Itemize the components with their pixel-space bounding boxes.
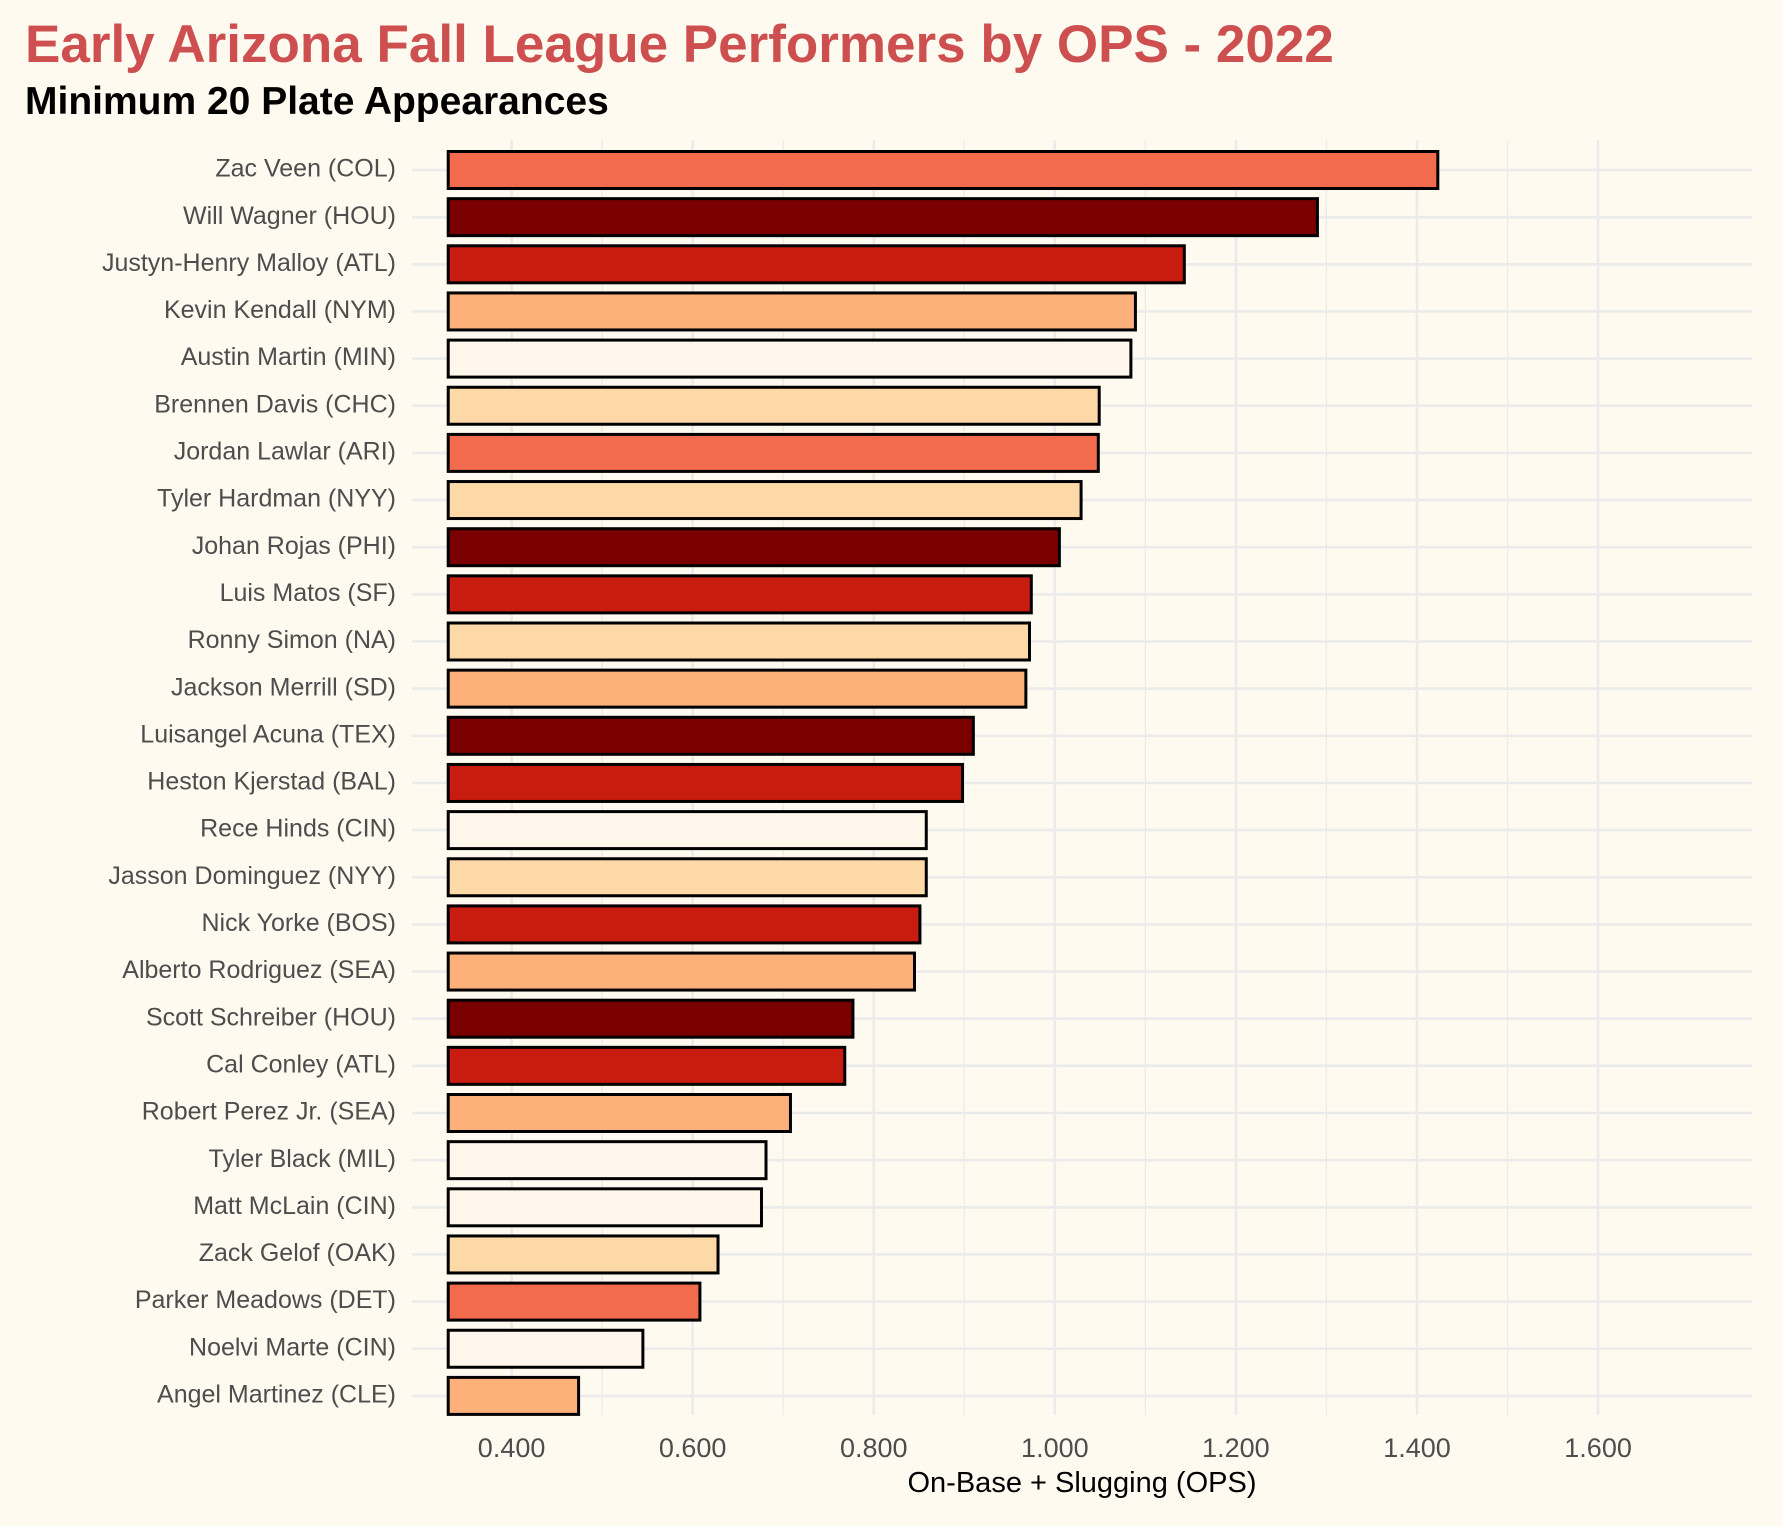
bar — [446, 810, 928, 851]
x-tick-label: 1.000 — [1021, 1433, 1089, 1463]
bar — [446, 1187, 763, 1228]
x-tick-labels: 0.400 0.600 0.800 1.000 1.200 1.400 1.600 — [478, 1433, 1632, 1463]
category-label: Noelvi Marte (CIN) — [189, 1333, 396, 1361]
bar — [446, 244, 1186, 285]
category-label: Cal Conley (ATL) — [206, 1050, 396, 1078]
category-label: Johan Rojas (PHI) — [192, 532, 396, 560]
bar — [446, 762, 964, 803]
category-label: Jackson Merrill (SD) — [171, 673, 396, 701]
category-label: Nick Yorke (BOS) — [201, 909, 396, 937]
category-label: Austin Martin (MIN) — [181, 343, 396, 371]
x-axis-title: On-Base + Slugging (OPS) — [908, 1467, 1257, 1499]
category-label: Robert Perez Jr. (SEA) — [142, 1098, 396, 1126]
category-label: Tyler Black (MIL) — [208, 1145, 396, 1173]
bar — [446, 480, 1083, 521]
bar — [446, 904, 922, 945]
category-label: Ronny Simon (NA) — [188, 626, 396, 654]
x-tick-label: 1.600 — [1564, 1433, 1632, 1463]
category-label: Luis Matos (SF) — [220, 579, 396, 607]
bar — [446, 574, 1033, 615]
x-tick-label: 0.600 — [659, 1433, 727, 1463]
bar — [446, 338, 1133, 379]
category-label: Heston Kjerstad (BAL) — [147, 768, 396, 796]
bar — [446, 432, 1100, 473]
category-label: Zac Veen (COL) — [215, 155, 396, 183]
category-label: Tyler Hardman (NYY) — [157, 485, 396, 513]
bar — [446, 1045, 847, 1086]
x-tick-label: 0.800 — [840, 1433, 908, 1463]
bar — [446, 1281, 702, 1322]
bar — [446, 1093, 792, 1133]
bar — [446, 197, 1319, 238]
category-label: Zack Gelof (OAK) — [199, 1239, 396, 1267]
chart-subtitle: Minimum 20 Plate Appearances — [25, 80, 609, 123]
bar — [446, 1140, 768, 1181]
x-tick-label: 1.400 — [1383, 1433, 1451, 1463]
category-label: Jordan Lawlar (ARI) — [174, 438, 396, 466]
category-label: Rece Hinds (CIN) — [200, 815, 396, 843]
category-label: Kevin Kendall (NYM) — [164, 296, 396, 324]
bar — [446, 951, 916, 992]
bar — [446, 385, 1101, 426]
bar — [446, 621, 1031, 662]
bar — [446, 527, 1061, 568]
category-label: Justyn-Henry Malloy (ATL) — [102, 249, 396, 277]
bar — [446, 1375, 581, 1416]
category-label: Jasson Dominguez (NYY) — [108, 862, 396, 890]
bar — [446, 857, 928, 898]
bars — [446, 150, 1440, 1416]
category-label: Luisangel Acuna (TEX) — [140, 720, 396, 748]
bar — [446, 668, 1028, 709]
bar — [446, 291, 1137, 332]
category-label: Alberto Rodriguez (SEA) — [122, 956, 396, 984]
category-label: Matt McLain (CIN) — [193, 1192, 396, 1220]
category-label: Brennen Davis (CHC) — [154, 390, 396, 418]
chart-title: Early Arizona Fall League Performers by … — [25, 15, 1334, 74]
category-label: Angel Martinez (CLE) — [157, 1381, 396, 1409]
x-tick-label: 0.400 — [478, 1433, 546, 1463]
bar — [446, 1328, 645, 1369]
bar — [446, 998, 855, 1039]
bar — [446, 1234, 720, 1275]
x-tick-label: 1.200 — [1202, 1433, 1270, 1463]
category-labels: Zac Veen (COL) Will Wagner (HOU) Justyn-He… — [102, 155, 396, 1409]
bar — [446, 150, 1440, 190]
category-label: Parker Meadows (DET) — [135, 1286, 396, 1314]
category-label: Scott Schreiber (HOU) — [146, 1003, 396, 1031]
bar — [446, 715, 975, 756]
category-label: Will Wagner (HOU) — [183, 202, 396, 230]
